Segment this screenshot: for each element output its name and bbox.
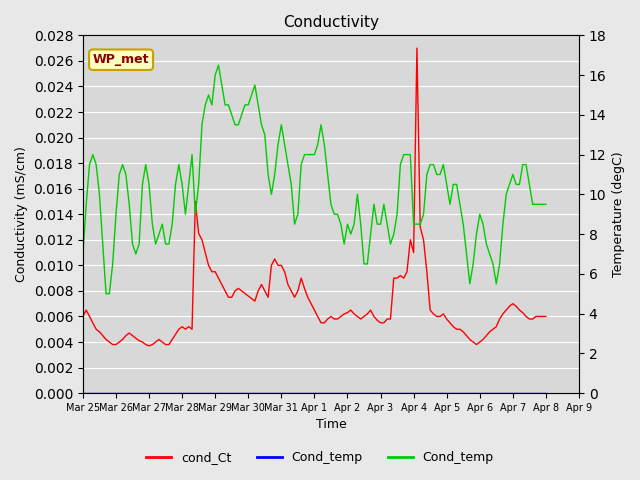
Cond_temp [83, 202, 90, 207]
Cond_temp [519, 390, 527, 396]
Line: Cond_temp: Cond_temp [83, 65, 546, 294]
X-axis label: Time: Time [316, 419, 346, 432]
Cond_temp [214, 62, 222, 68]
cond_Ct [106, 339, 113, 345]
Cond_temp [472, 390, 480, 396]
Cond_temp [109, 261, 116, 267]
cond_Ct [525, 316, 533, 322]
cond_Ct [413, 45, 420, 51]
Cond_temp [102, 291, 110, 297]
Cond_temp [79, 390, 87, 396]
Title: Conductivity: Conductivity [283, 15, 379, 30]
Cond_temp [525, 181, 533, 187]
cond_Ct [234, 286, 242, 291]
Cond_temp [106, 390, 113, 396]
Cond_temp [231, 390, 239, 396]
Cond_temp [238, 112, 246, 118]
Y-axis label: Conductivity (mS/cm): Conductivity (mS/cm) [15, 146, 28, 282]
Cond_temp [489, 261, 497, 267]
cond_Ct [79, 313, 87, 319]
Cond_temp [79, 251, 87, 257]
cond_Ct [83, 307, 90, 313]
Cond_temp [483, 390, 490, 396]
Line: cond_Ct: cond_Ct [83, 48, 546, 346]
Cond_temp [479, 221, 487, 227]
cond_Ct [542, 313, 550, 319]
cond_Ct [479, 336, 487, 342]
Cond_temp [542, 202, 550, 207]
Legend: cond_Ct, Cond_temp, Cond_temp: cond_Ct, Cond_temp, Cond_temp [141, 446, 499, 469]
cond_Ct [489, 326, 497, 332]
Y-axis label: Temperature (degC): Temperature (degC) [612, 151, 625, 277]
Text: WP_met: WP_met [93, 53, 149, 66]
Cond_temp [83, 390, 90, 396]
cond_Ct [145, 343, 153, 349]
Cond_temp [542, 390, 550, 396]
